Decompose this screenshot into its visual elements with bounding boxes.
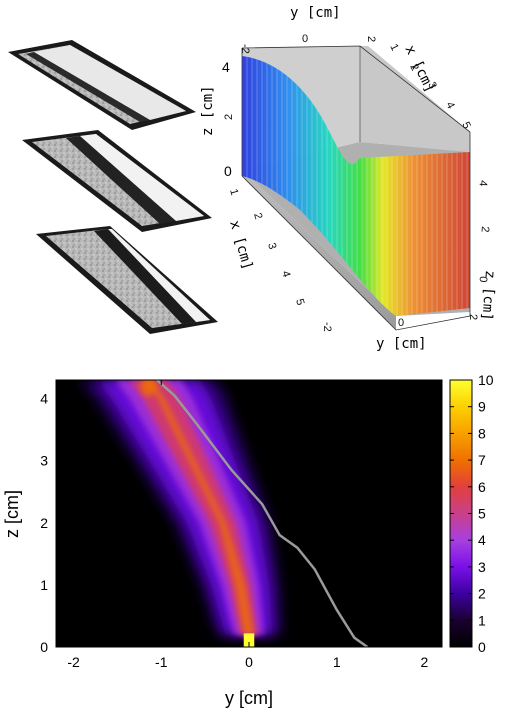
- y-bottom-tick: -2: [321, 322, 333, 332]
- x-right-tick: 4: [443, 100, 456, 111]
- y-tick-label: 3: [40, 453, 48, 469]
- top-figure-svg: y [cm] -2 0 2 x [cm] 1 2 3 4 5 z [cm] 4 …: [8, 5, 498, 352]
- z-left-ticks: 4 2 0: [222, 59, 235, 179]
- y-bottom-tick: 2: [467, 314, 479, 320]
- y-bottom-axis-label: y [cm]: [376, 336, 427, 352]
- x-front-tick: 2: [251, 212, 264, 221]
- colorbar-tick-label: 4: [478, 532, 486, 548]
- x-front-tick: 4: [279, 270, 292, 279]
- colorbar-tick-label: 10: [478, 372, 494, 388]
- x-right-tick: 3: [425, 80, 438, 91]
- z-left-tick: 2: [223, 114, 235, 120]
- y-bottom-tick: 0: [398, 317, 404, 329]
- x-tick-label: 0: [245, 654, 253, 670]
- x-tick-label: 2: [421, 654, 429, 670]
- heatmap-band: [79, 380, 282, 647]
- colorbar-tick-label: 0: [478, 639, 486, 655]
- band-top-spot: [140, 380, 157, 397]
- colorbar-tick-label: 2: [478, 586, 486, 602]
- x-front-tick: 3: [265, 242, 278, 251]
- z-right-ticks: 4 2 0: [477, 180, 491, 283]
- x-tick-label: -2: [67, 654, 80, 670]
- x-right-ticks: 1 2 3 4 5: [387, 42, 472, 131]
- x-tick-label: -1: [155, 654, 168, 670]
- x-front-tick: 1: [227, 188, 240, 197]
- y-top-ticks: -2 0 2: [239, 33, 377, 54]
- heatmap-figure: -2 -1 0 1 2 0 1 2 3 4 y [cm] z [cm] 0 1 2 3 4 5 6 7 8 9 10: [0, 360, 505, 719]
- x-axis-ticks: -2 -1 0 1 2: [67, 380, 429, 670]
- colorbar-tick-label: 6: [478, 479, 486, 495]
- y-axis-ticks: 0 1 2 3 4: [40, 391, 442, 655]
- x-front-ticks: 1 2 3 4 5: [227, 188, 306, 307]
- z-left-tick: 0: [224, 163, 232, 179]
- z-left-tick: 4: [222, 59, 230, 75]
- y-tick-label: 0: [40, 639, 48, 655]
- z-right-tick: 4: [477, 180, 489, 187]
- y-axis-label: z [cm]: [2, 490, 22, 538]
- z-left-axis-label: z [cm]: [200, 85, 216, 136]
- band-orange: [144, 380, 255, 635]
- z-right-tick: 0: [477, 276, 489, 283]
- y-top-axis-label: y [cm]: [290, 5, 341, 21]
- band-red: [128, 380, 258, 635]
- top-figure: y [cm] -2 0 2 x [cm] 1 2 3 4 5 z [cm] 4 …: [0, 0, 505, 360]
- x-right-tick: 2: [407, 62, 420, 73]
- colorbar-tick-label: 9: [478, 399, 486, 415]
- y-top-tick: 0: [302, 33, 308, 45]
- y-top-tick: -2: [239, 44, 251, 54]
- x-right-tick: 5: [459, 120, 472, 131]
- y-tick-label: 4: [40, 391, 48, 407]
- x-front-tick: 5: [293, 298, 306, 307]
- colorbar-tick-label: 1: [478, 612, 486, 628]
- interface-line: [156, 380, 369, 647]
- interface-line-path: [156, 380, 369, 647]
- colorbar-tick-label: 8: [478, 425, 486, 441]
- x-tick-label: 1: [333, 654, 341, 670]
- photo-slice-2: [22, 130, 212, 232]
- x-right-tick: 1: [387, 42, 400, 53]
- x-front-axis-label: x [cm]: [226, 219, 255, 272]
- colorbar-tick-label: 7: [478, 452, 486, 468]
- colorbar-tick-label: 3: [478, 559, 486, 575]
- y-top-tick: 2: [365, 36, 377, 42]
- heatmap-svg: -2 -1 0 1 2 0 1 2 3 4 y [cm] z [cm] 0 1 2 3 4 5 6 7 8 9 10: [2, 372, 494, 708]
- photo-slice-3: [36, 226, 218, 334]
- surface-3d-plot: [241, 45, 471, 331]
- x-axis-label: y [cm]: [225, 688, 273, 708]
- z-right-axis-label: z [cm]: [478, 270, 497, 322]
- y-tick-label: 2: [40, 515, 48, 531]
- colorbar-tick-label: 5: [478, 506, 486, 522]
- y-bottom-ticks: -2 0 2: [321, 314, 479, 332]
- z-right-tick: 2: [479, 226, 491, 233]
- y-tick-label: 1: [40, 577, 48, 593]
- colorbar-ticks: 0 1 2 3 4 5 6 7 8 9 10: [450, 372, 494, 655]
- photo-slice-1: [8, 40, 196, 130]
- band-peak: [243, 633, 255, 647]
